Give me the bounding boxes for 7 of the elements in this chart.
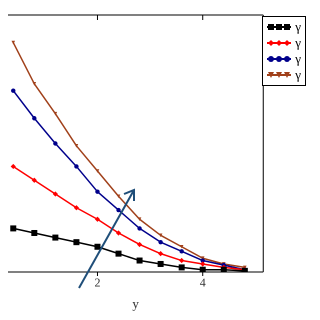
legend-label: γ [295,67,301,83]
x-tick-label: 2 [94,276,100,290]
legend-label: γ [295,35,301,51]
legend-label: γ [295,51,301,67]
x-tick-label: 4 [200,276,206,290]
x-axis-title: y [132,296,140,311]
legend-label: γ [295,19,301,35]
